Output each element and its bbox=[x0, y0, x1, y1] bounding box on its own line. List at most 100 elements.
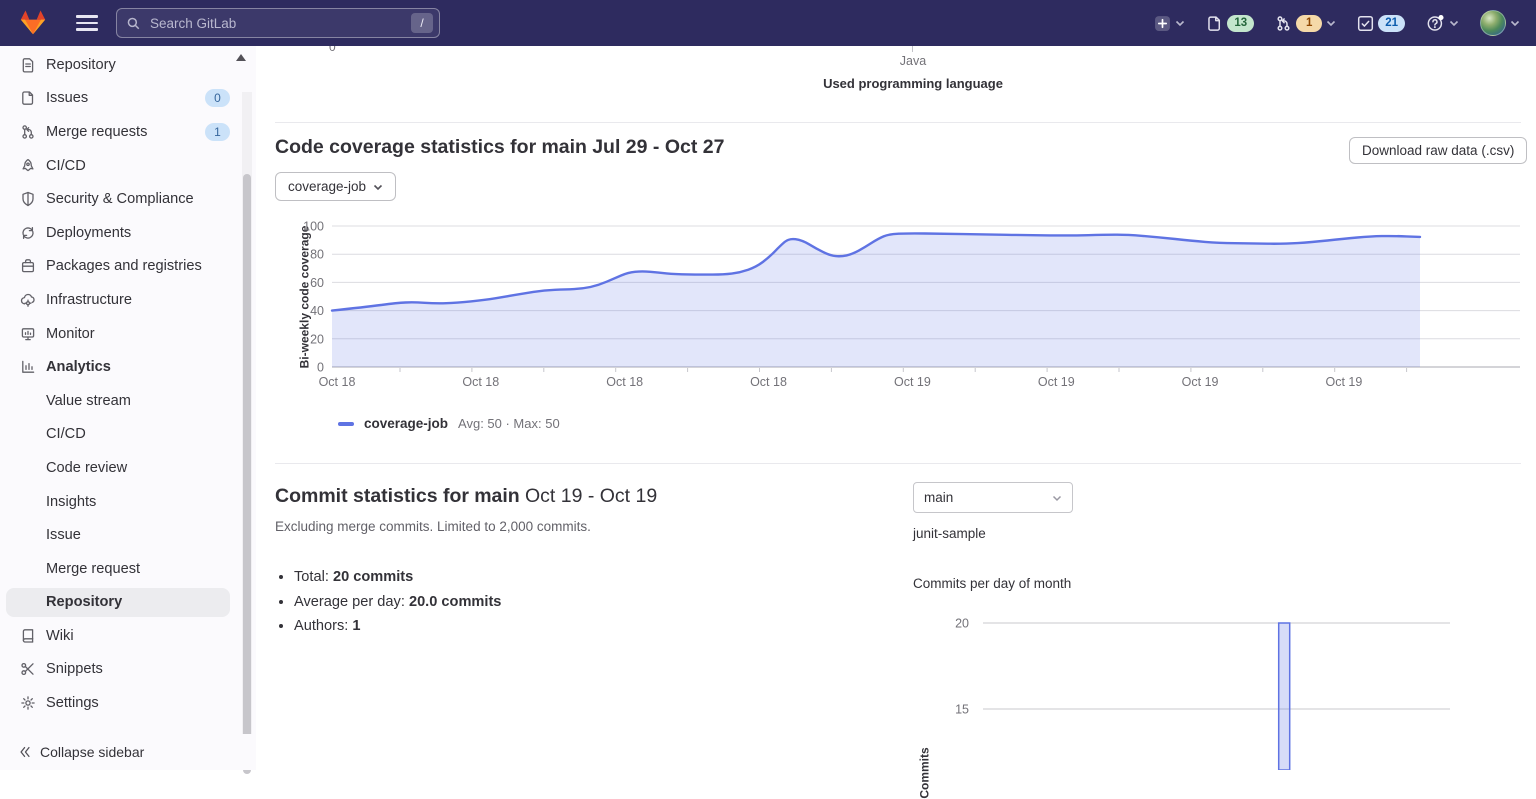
merge-requests-shortcut[interactable]: 1 bbox=[1275, 14, 1336, 32]
help-menu[interactable] bbox=[1426, 14, 1459, 33]
language-chart-title: Used programming language bbox=[823, 76, 1003, 91]
sidebar-item-settings[interactable]: Settings bbox=[0, 686, 256, 720]
gitlab-logo-icon[interactable] bbox=[18, 8, 48, 38]
todo-check-icon bbox=[1358, 15, 1374, 31]
sidebar-item-badge: 1 bbox=[205, 122, 230, 141]
hamburger-menu-icon[interactable] bbox=[76, 15, 98, 31]
sidebar-item-merge-request[interactable]: Merge request bbox=[0, 552, 256, 586]
scissors-icon bbox=[20, 661, 36, 677]
issues-icon bbox=[1208, 15, 1221, 31]
sidebar-nav-list: Repository Issues 0 Merge requests 1 CI/CD Sec… bbox=[0, 46, 256, 720]
sidebar-item-issue[interactable]: Issue bbox=[0, 518, 256, 552]
sidebar-item-label: Issues bbox=[46, 90, 89, 107]
legend-series-stats: Avg: 50 · Max: 50 bbox=[458, 416, 560, 431]
sidebar-item-monitor[interactable]: Monitor bbox=[0, 317, 256, 351]
issues-shortcut[interactable]: 13 bbox=[1206, 14, 1255, 32]
commit-heading: Commit statistics for main Oct 19 - Oct 19 bbox=[275, 485, 662, 508]
global-search[interactable]: / bbox=[116, 8, 440, 38]
sidebar-item-repository[interactable]: Repository bbox=[0, 586, 256, 620]
legend-series-name: coverage-job bbox=[364, 416, 449, 431]
branch-select-value: main bbox=[924, 490, 954, 505]
svg-text:15: 15 bbox=[955, 703, 969, 717]
plus-icon bbox=[1155, 15, 1171, 31]
issues-count-badge: 13 bbox=[1227, 14, 1255, 32]
avatar bbox=[1480, 10, 1506, 36]
svg-text:80: 80 bbox=[310, 248, 324, 262]
sidebar-item-label: Deployments bbox=[46, 224, 132, 241]
section-divider bbox=[275, 122, 1521, 123]
chevron-down-icon bbox=[1176, 20, 1185, 27]
sidebar-scrollbar-thumb[interactable] bbox=[243, 174, 251, 774]
deployments-icon bbox=[20, 225, 36, 241]
search-icon bbox=[127, 17, 140, 29]
sidebar-item-value-stream[interactable]: Value stream bbox=[0, 384, 256, 418]
sidebar-item-deployments[interactable]: Deployments bbox=[0, 216, 256, 250]
svg-text:Oct 18: Oct 18 bbox=[606, 375, 643, 389]
sidebar-item-repository[interactable]: Repository bbox=[0, 48, 256, 82]
sidebar-item-label: Merge request bbox=[46, 560, 141, 577]
sidebar-item-ci-cd[interactable]: CI/CD bbox=[0, 149, 256, 183]
coverage-heading-prefix: Code coverage statistics for bbox=[275, 136, 537, 158]
svg-text:100: 100 bbox=[303, 220, 324, 234]
sidebar-item-code-review[interactable]: Code review bbox=[0, 451, 256, 485]
sidebar-item-label: Issue bbox=[46, 527, 81, 544]
svg-text:Oct 19: Oct 19 bbox=[1325, 375, 1362, 389]
commit-stats-list: Total: 20 commits Average per day: 20.0 … bbox=[277, 569, 501, 643]
branch-select[interactable]: main bbox=[913, 482, 1073, 513]
sidebar-item-wiki[interactable]: Wiki bbox=[0, 619, 256, 653]
sidebar-item-insights[interactable]: Insights bbox=[0, 485, 256, 519]
commits-chart-title: Commits per day of month bbox=[913, 576, 1072, 591]
new-menu[interactable] bbox=[1154, 15, 1185, 32]
sidebar-item-analytics[interactable]: Analytics bbox=[0, 350, 256, 384]
sidebar-item-label: Value stream bbox=[46, 392, 131, 409]
top-navbar: / 13 1 21 bbox=[0, 0, 1536, 46]
svg-text:Oct 18: Oct 18 bbox=[750, 375, 787, 389]
sidebar-item-label: Repository bbox=[46, 56, 116, 73]
slash-shortcut-key: / bbox=[411, 13, 433, 33]
sidebar-item-security-compliance[interactable]: Security & Compliance bbox=[0, 182, 256, 216]
sidebar-item-label: Packages and registries bbox=[46, 258, 202, 275]
project-sidebar: Repository Issues 0 Merge requests 1 CI/CD Sec… bbox=[0, 46, 256, 774]
chevron-down-icon bbox=[1449, 20, 1459, 27]
todos-shortcut[interactable]: 21 bbox=[1357, 14, 1405, 32]
svg-text:Oct 19: Oct 19 bbox=[1182, 375, 1219, 389]
monitor-icon bbox=[20, 326, 36, 342]
sidebar-item-snippets[interactable]: Snippets bbox=[0, 653, 256, 687]
search-input[interactable] bbox=[148, 14, 411, 32]
sidebar-item-merge-requests[interactable]: Merge requests 1 bbox=[0, 115, 256, 149]
rocket-icon bbox=[20, 158, 36, 174]
svg-text:20: 20 bbox=[310, 332, 324, 346]
collapse-sidebar-label: Collapse sidebar bbox=[40, 744, 145, 760]
section-divider bbox=[275, 463, 1521, 464]
double-chevron-left-icon bbox=[20, 746, 30, 758]
sidebar-item-infrastructure[interactable]: Infrastructure bbox=[0, 283, 256, 317]
user-menu[interactable] bbox=[1480, 10, 1520, 36]
coverage-heading-range: Jul 29 - Oct 27 bbox=[592, 136, 725, 158]
language-chart-tick bbox=[912, 44, 913, 52]
language-chart-axis-remnant: 0 bbox=[329, 40, 336, 54]
chevron-down-icon bbox=[1327, 20, 1336, 27]
book-icon bbox=[20, 628, 36, 644]
download-button-label: Download raw data (.csv) bbox=[1362, 143, 1515, 158]
collapse-sidebar-button[interactable]: Collapse sidebar bbox=[0, 734, 256, 770]
download-raw-data-button[interactable]: Download raw data (.csv) bbox=[1349, 137, 1528, 164]
stat-average: Average per day: 20.0 commits bbox=[294, 594, 501, 610]
sidebar-item-packages-and-registries[interactable]: Packages and registries bbox=[0, 250, 256, 284]
coverage-job-dropdown[interactable]: coverage-job bbox=[275, 172, 397, 201]
coverage-legend[interactable]: coverage-job Avg: 50 · Max: 50 bbox=[338, 416, 560, 431]
sidebar-item-issues[interactable]: Issues 0 bbox=[0, 82, 256, 116]
sidebar-scrollbar[interactable] bbox=[242, 92, 252, 774]
merge-request-icon bbox=[20, 124, 36, 140]
sidebar-item-label: Security & Compliance bbox=[46, 191, 194, 208]
sidebar-item-ci-cd[interactable]: CI/CD bbox=[0, 418, 256, 452]
help-icon bbox=[1427, 14, 1444, 31]
project-name-label: junit-sample bbox=[913, 526, 986, 541]
doc-text-icon bbox=[20, 57, 36, 73]
svg-text:Oct 19: Oct 19 bbox=[1038, 375, 1075, 389]
sidebar-item-label: Settings bbox=[46, 695, 99, 712]
svg-text:60: 60 bbox=[310, 276, 324, 290]
commit-heading-prefix: Commit statistics for bbox=[275, 485, 469, 507]
issues-icon bbox=[20, 90, 36, 106]
